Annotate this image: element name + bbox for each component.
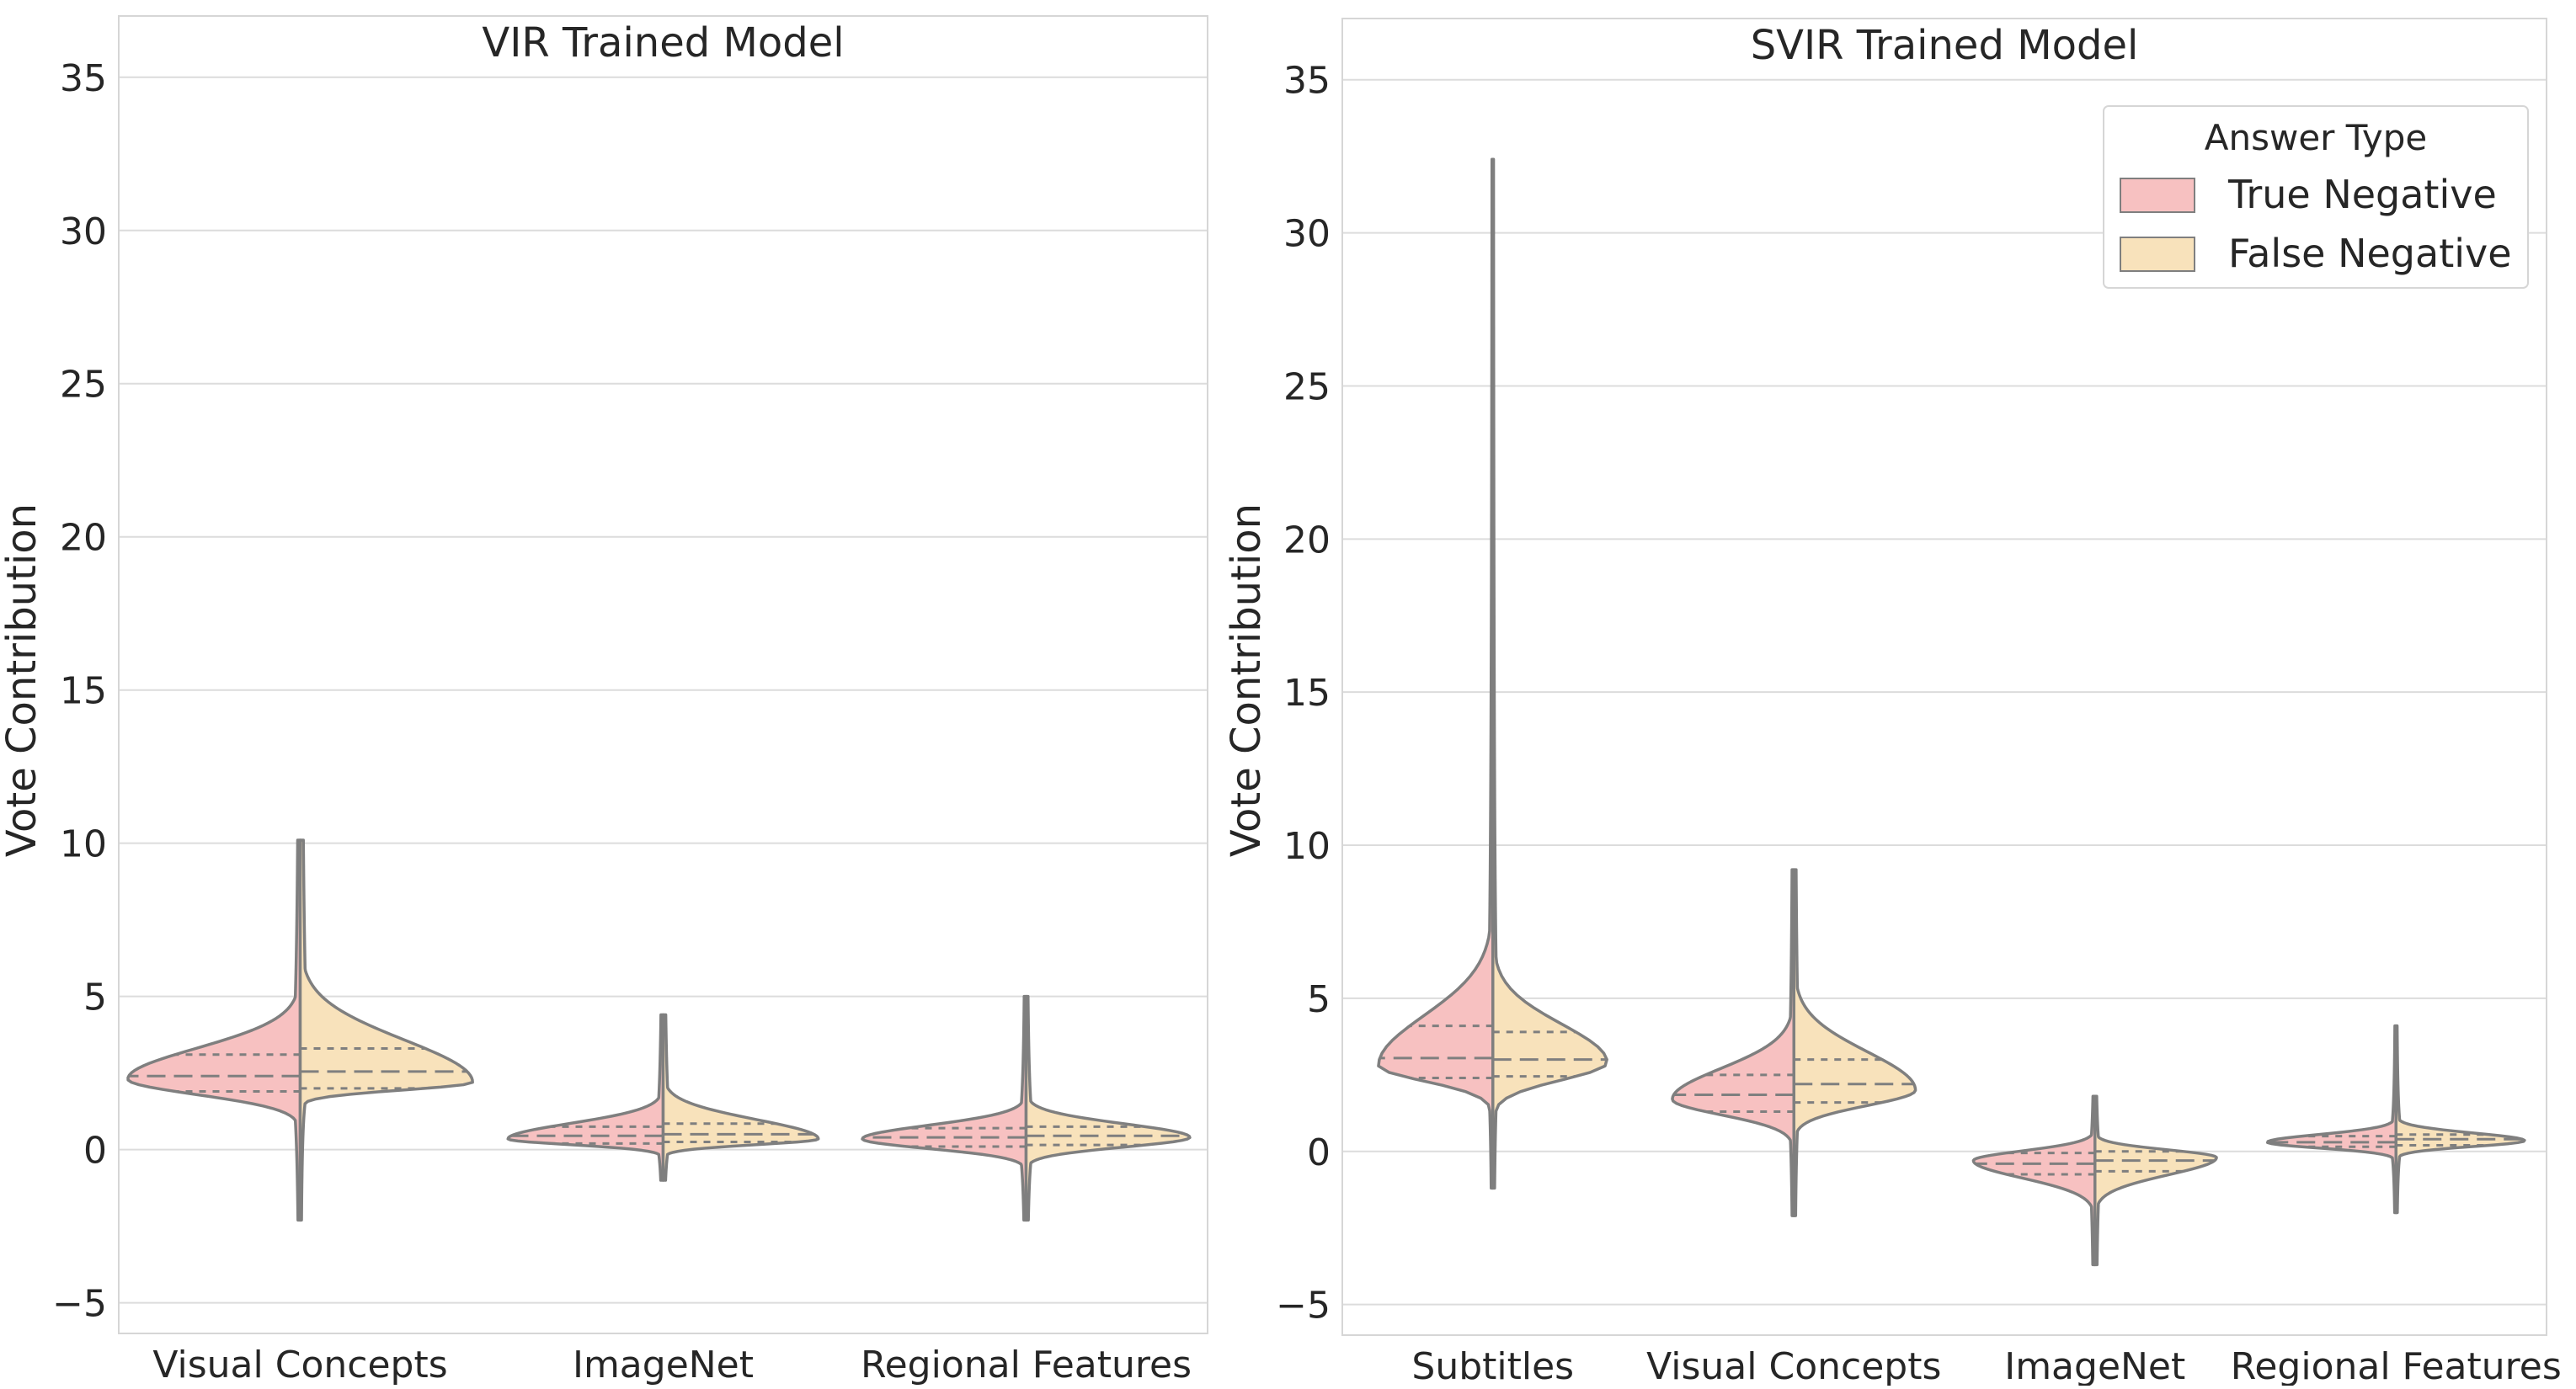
x-tick-label: Regional Features	[2231, 1345, 2562, 1386]
y-tick-label: 25	[60, 364, 107, 407]
violin-half-false-negative	[661, 1013, 820, 1182]
violin-half-true-negative	[2266, 1024, 2397, 1215]
legend-title: Answer Type	[2205, 117, 2428, 158]
violin-half-false-negative	[2093, 1094, 2218, 1267]
subplot-1: −5 0 5 10 15 20 25 30 35 VIR Trained Model Vote Co…	[0, 15, 1208, 1386]
axes-frame	[1341, 18, 2547, 1336]
violin-half-true-negative	[1377, 157, 1495, 1190]
y-axis-label: Vote Contribution	[0, 503, 45, 857]
x-tick-label: Regional Features	[861, 1344, 1192, 1386]
legend-label: False Negative	[2228, 231, 2512, 276]
y-tick-label: −5	[52, 1283, 107, 1326]
subplot-2: −5 0 5 10 15 20 25 30 35 SVIR Trained Model Vote C…	[1223, 18, 2562, 1388]
violin-half-true-negative	[1971, 1094, 2097, 1267]
y-tick-label: 20	[60, 517, 107, 560]
violin-half-true-negative	[1671, 868, 1795, 1217]
x-tick-label: Visual Concepts	[1646, 1345, 1941, 1386]
y-tick-label: 5	[1307, 978, 1331, 1021]
y-tick-label: 15	[60, 670, 107, 713]
chart-title: SVIR Trained Model	[1751, 22, 2139, 69]
violin-half-false-negative	[1024, 994, 1192, 1222]
violin-half-false-negative	[298, 838, 474, 1222]
violin-half-false-negative	[1491, 157, 1608, 1190]
y-tick-label: 10	[1283, 825, 1331, 868]
y-tick-label: −5	[1276, 1285, 1331, 1328]
y-tick-label: 20	[1283, 519, 1331, 561]
y-tick-label: 30	[1283, 213, 1331, 256]
y-tick-label: 0	[1307, 1131, 1331, 1174]
legend-swatch	[2120, 178, 2195, 213]
y-tick-label: 35	[60, 57, 107, 100]
chart-title: VIR Trained Model	[482, 19, 844, 67]
x-tick-label: ImageNet	[2004, 1345, 2185, 1386]
x-tick-label: Subtitles	[1411, 1345, 1574, 1386]
violin-half-true-negative	[506, 1013, 665, 1182]
y-tick-label: 10	[60, 823, 107, 866]
y-axis-label: Vote Contribution	[1223, 503, 1270, 857]
y-tick-label: 35	[1283, 60, 1331, 103]
y-tick-label: 0	[83, 1130, 107, 1173]
legend-label: True Negative	[2227, 172, 2497, 217]
legend: Answer Type True Negative False Negative	[2103, 105, 2529, 289]
y-tick-label: 5	[83, 977, 107, 1019]
violin-half-false-negative	[2394, 1024, 2526, 1215]
legend-frame	[2103, 105, 2529, 289]
y-tick-label: 25	[1283, 365, 1331, 408]
axes-frame	[118, 15, 1208, 1334]
y-tick-label: 30	[60, 210, 107, 253]
legend-swatch	[2120, 237, 2195, 272]
x-tick-label: Visual Concepts	[152, 1344, 447, 1386]
y-tick-label: 15	[1283, 672, 1331, 715]
violin-half-false-negative	[1792, 868, 1917, 1217]
x-tick-label: ImageNet	[573, 1344, 754, 1386]
violin-half-true-negative	[861, 994, 1028, 1222]
violin-half-true-negative	[126, 838, 302, 1222]
